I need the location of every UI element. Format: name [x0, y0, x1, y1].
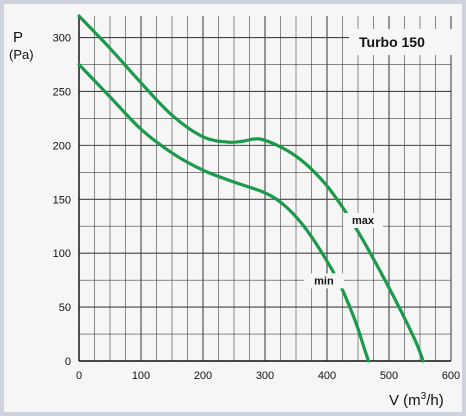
chart-title: Turbo 150	[359, 34, 425, 50]
fan-curve-chart: 0 100 200 300 400 500 600 0 50 100 150 200 250 300 ma…	[9, 14, 461, 409]
curve-min	[77, 62, 371, 363]
y-tick-label: 150	[53, 194, 71, 206]
x-tick-label: 0	[76, 370, 82, 382]
annotation-max: max	[352, 215, 375, 227]
x-tick-label: 600	[442, 370, 460, 382]
x-tick-label: 100	[132, 370, 150, 382]
y-axis-label: P	[13, 29, 23, 46]
title-backdrop	[349, 29, 461, 55]
y-tick-label: 300	[53, 33, 71, 45]
y-tick-label: 250	[53, 86, 71, 98]
x-tick-label: 200	[194, 370, 212, 382]
annotation-backdrop	[342, 213, 383, 228]
x-axis-label: V (m3/h)	[389, 391, 444, 409]
annotation-backdrop	[303, 273, 344, 289]
x-tick-label: 300	[256, 370, 274, 382]
annotation-min: min	[314, 275, 334, 287]
tick-labels: 0 100 200 300 400 500 600 0 50 100 150 200 250 300	[53, 33, 461, 382]
curves	[77, 14, 425, 363]
curve-annotations: max min	[303, 213, 383, 289]
y-tick-label: 50	[59, 302, 71, 314]
y-tick-label: 0	[65, 356, 71, 368]
x-tick-label: 400	[318, 370, 336, 382]
curve-max	[77, 14, 425, 363]
y-tick-label: 200	[53, 140, 71, 152]
y-axis-unit: (Pa)	[9, 47, 34, 62]
y-tick-label: 100	[53, 248, 71, 260]
grid-lines	[78, 16, 452, 362]
chart-panel: 0 100 200 300 400 500 600 0 50 100 150 200 250 300 ma…	[4, 4, 462, 412]
x-tick-label: 500	[380, 370, 398, 382]
